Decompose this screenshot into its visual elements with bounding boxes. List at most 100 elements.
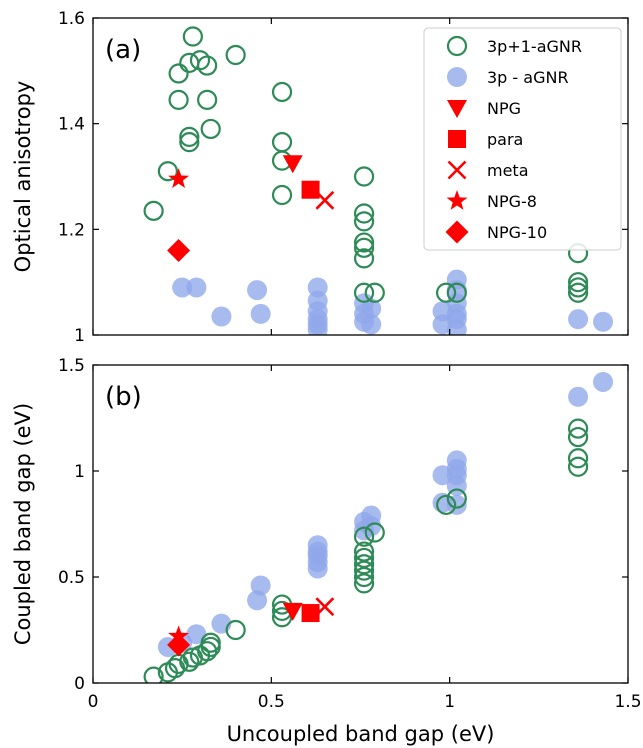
data-point-para [301,604,320,623]
data-point-para [301,180,320,199]
data-point-npg-10 [167,633,191,657]
data-point-3p-1-agnr [200,118,221,140]
data-point-3p-1-agnr [446,488,467,509]
data-point-3p-1-agnr [179,126,200,147]
legend-marker-npg-8 [446,190,468,210]
data-point-3p-agnr [446,450,467,471]
data-point-3p-1-agnr [200,632,221,653]
data-point-3p-1-agnr [353,526,375,547]
data-point-meta [315,597,335,617]
data-point-3p-agnr [250,303,271,324]
panel-label: (b) [105,382,142,412]
legend-marker-meta [447,160,467,180]
data-point-3p-agnr [446,494,467,515]
data-point-3p-1-agnr [567,272,589,293]
legend-marker-3p-agnr [447,67,467,87]
data-point-3p-1-agnr [353,166,375,187]
data-point-3p-1-agnr [179,132,200,153]
data-point-3p-1-agnr [168,89,189,110]
data-point-3p-agnr [186,277,207,298]
data-point-3p-1-agnr [157,161,178,182]
data-point-3p-1-agnr [143,200,164,221]
x-tick-label: 1.5 [614,692,641,712]
data-point-3p-1-agnr [271,184,293,206]
data-point-npg-8 [168,168,190,189]
x-tick-label: 1 [444,692,455,712]
y-axis-label: Coupled band gap (eV) [11,403,35,645]
data-point-3p-1-agnr [168,63,189,84]
data-point-3p-agnr [211,306,232,327]
legend-label-3p-1-agnr: 3p+1-aGNR [487,37,582,56]
data-point-npg [282,602,303,621]
data-point-3p-agnr [593,371,614,392]
data-point-3p-1-agnr [567,282,589,303]
legend-marker-3p-1-agnr [446,35,468,57]
data-point-3p-agnr [361,314,382,335]
legend-label-para: para [487,130,523,149]
data-point-npg [282,155,303,174]
data-point-3p-1-agnr [353,211,375,232]
data-point-3p-1-agnr [436,282,457,303]
data-point-npg-10 [167,238,191,262]
y-axis-label: Optical anisotropy [11,81,35,273]
legend-label-npg-8: NPG-8 [487,192,537,211]
data-point-3p-agnr [172,277,193,298]
x-tick-label: 0 [88,692,99,712]
legend-marker-npg-10 [445,220,469,244]
data-point-3p-1-agnr [353,203,375,224]
data-point-3p-1-agnr [225,44,246,66]
data-point-3p-1-agnr [353,232,375,253]
y-tick-label: 1.2 [58,220,85,240]
y-tick-label: 0.5 [58,568,85,588]
legend-label-npg: NPG [487,99,521,118]
y-tick-label: 1 [74,462,85,482]
data-point-3p-1-agnr [364,282,385,303]
data-point-3p-1-agnr [182,26,203,47]
data-points [143,371,614,683]
data-point-3p-1-agnr [567,418,589,439]
data-point-3p-agnr [361,298,382,319]
axes-frame [92,364,629,684]
data-point-3p-agnr [307,535,328,556]
data-point-3p-1-agnr [197,89,218,110]
data-point-meta [315,190,335,210]
legend-marker-npg [447,100,467,118]
data-point-3p-1-agnr [271,81,293,103]
panel-b: 0 0.5 1 1.5 0 0.5 1 1.5 (b) Coupled band gap (eV)… [11,356,642,746]
legend-frame [423,27,622,251]
legend-label-npg-10: NPG-10 [487,223,547,242]
data-point-3p-1-agnr [436,494,457,516]
data-point-3p-1-agnr [353,541,375,562]
data-point-3p-1-agnr [353,237,375,258]
data-point-3p-1-agnr [567,426,589,448]
panel-a: 1 1.2 1.4 1.6 (a) Optical anisotropy 3p+1-aGNR… [11,9,629,346]
legend-label-meta: meta [487,161,529,180]
y-tick-label: 0 [74,674,85,694]
legend-label-3p-agnr: 3p - aGNR [487,68,569,87]
data-point-3p-1-agnr [353,248,375,269]
y-tick-label: 1.4 [58,115,85,135]
data-point-3p-1-agnr [179,651,200,672]
data-point-3p-1-agnr [446,282,467,303]
data-point-3p-agnr [593,311,614,332]
data-point-3p-1-agnr [567,448,589,469]
data-point-3p-agnr [250,575,271,596]
data-point-3p-1-agnr [353,547,375,569]
data-point-3p-1-agnr [197,55,218,76]
y-tick-label: 1.6 [58,9,85,29]
x-axis-label: Uncoupled band gap (eV) [227,722,495,746]
legend-marker-para [448,130,466,148]
data-point-3p-agnr [307,319,328,335]
y-tick-label: 1.5 [58,356,85,376]
data-point-3p-1-agnr [225,619,246,641]
axes-frame [92,17,629,336]
x-tick-label: 0.5 [258,692,285,712]
data-point-3p-1-agnr [271,132,293,153]
data-point-3p-1-agnr [353,282,375,303]
data-point-3p-agnr [568,309,589,330]
data-point-3p-agnr [446,319,467,335]
data-point-3p-1-agnr [567,456,589,477]
data-points [143,26,614,335]
data-point-3p-agnr [361,505,382,526]
